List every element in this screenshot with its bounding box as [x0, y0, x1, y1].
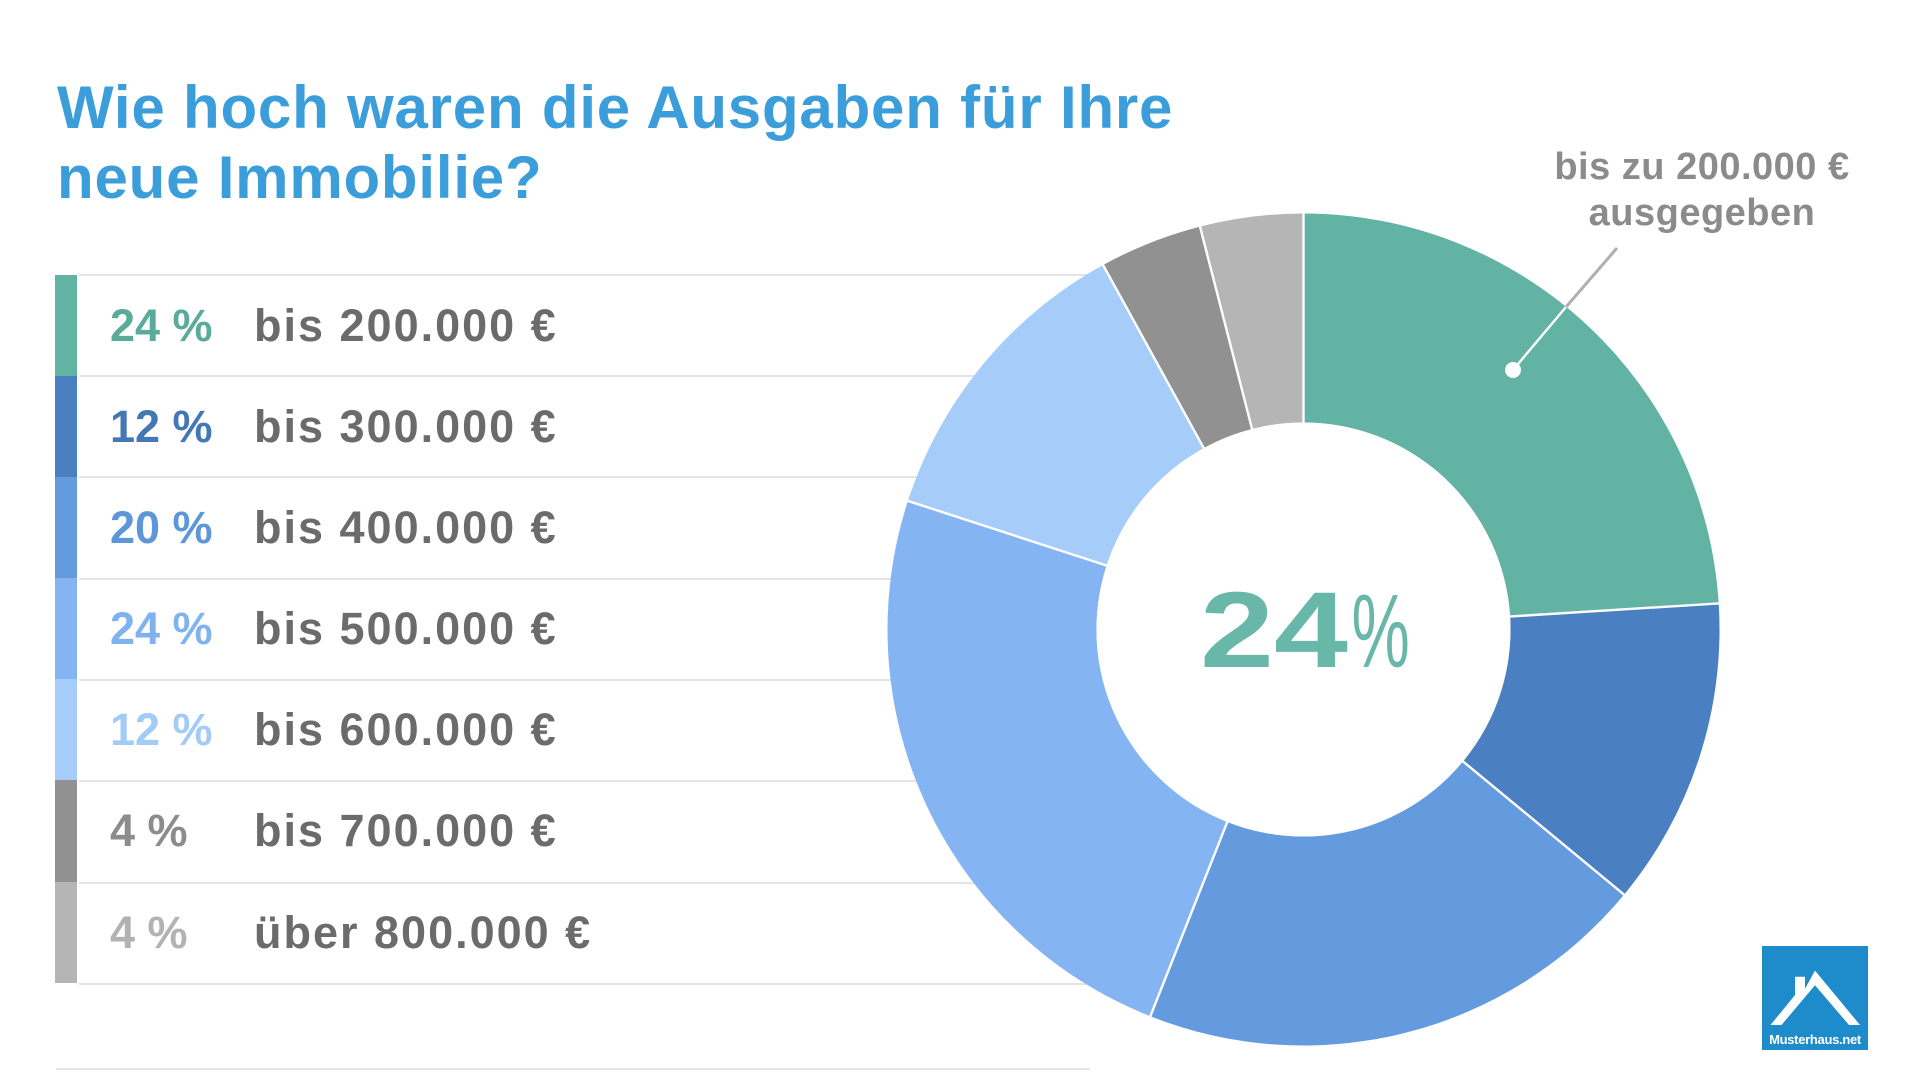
svg-text:Musterhaus.net: Musterhaus.net — [1769, 1032, 1862, 1047]
svg-text:%: % — [1352, 574, 1410, 690]
svg-text:24: 24 — [1200, 569, 1348, 690]
